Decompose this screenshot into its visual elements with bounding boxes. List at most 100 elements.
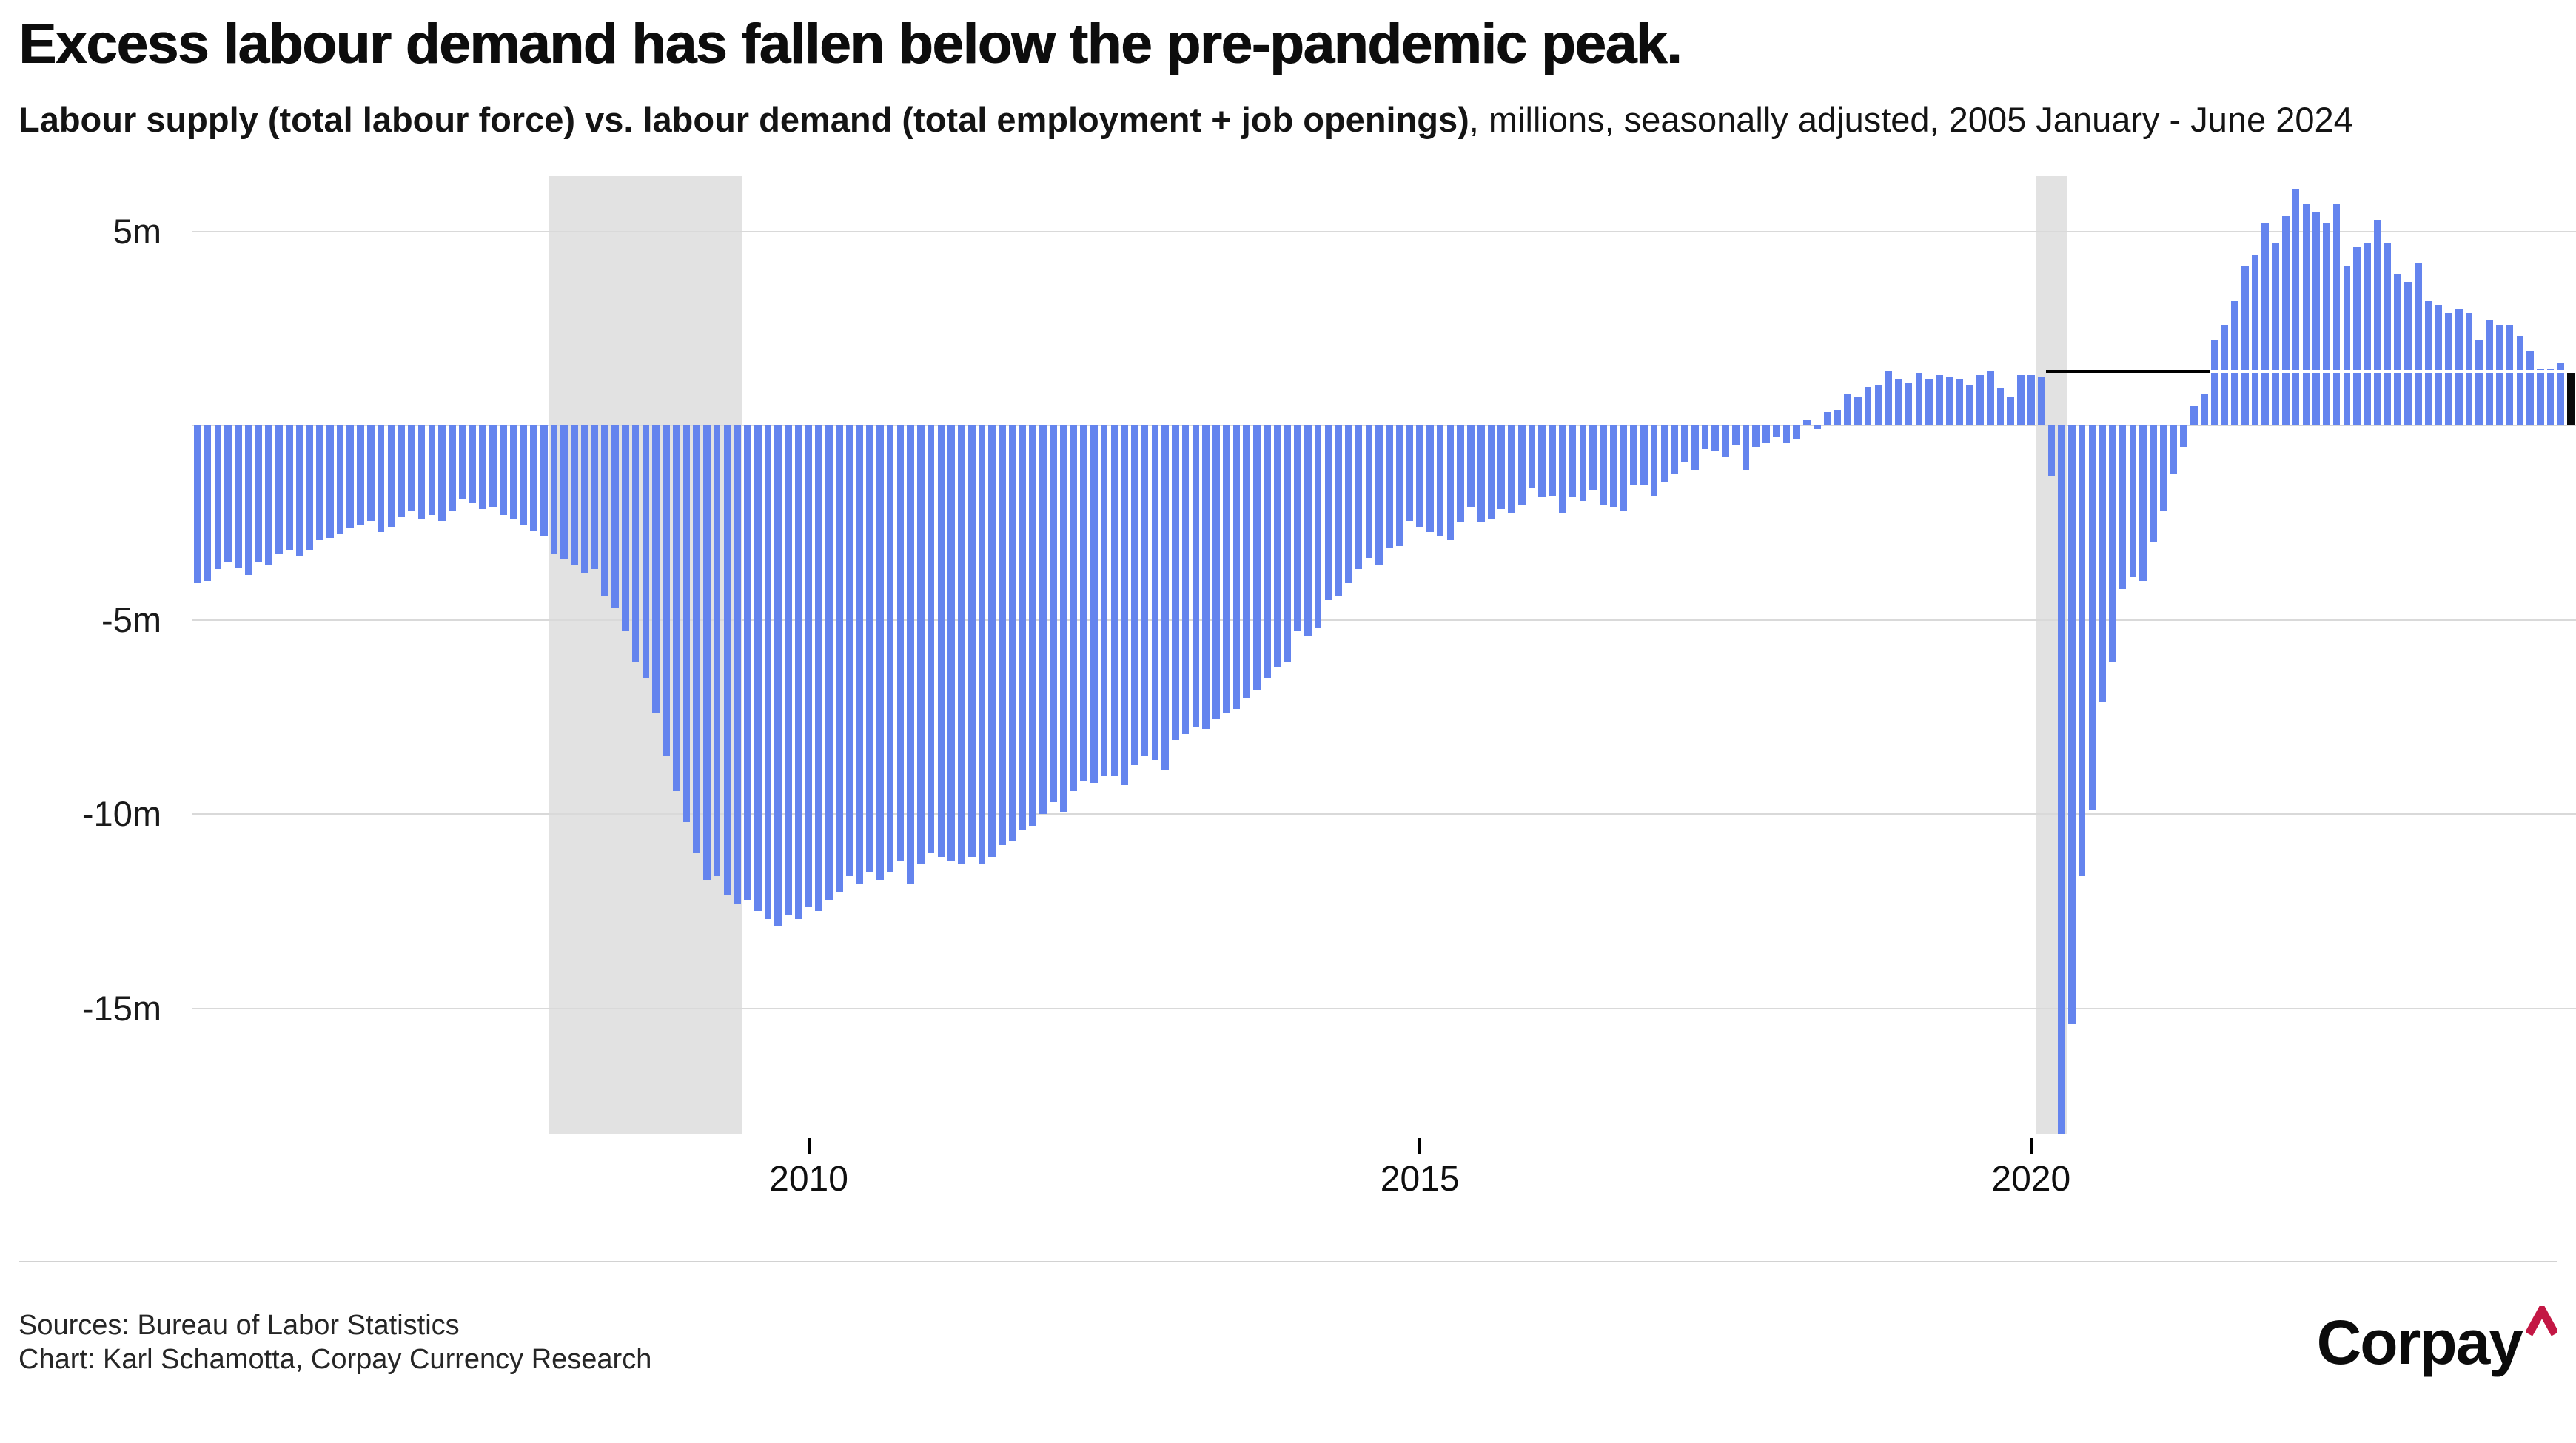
bar-2022-07 [2332, 204, 2341, 426]
corpay-logo: Corpay [2317, 1301, 2559, 1379]
x-tick-label-2010: 2010 [769, 1160, 848, 1199]
y-tick-label--15m: -15m [81, 988, 161, 1028]
bar-2008-06 [611, 426, 619, 608]
bar-2015-10 [1508, 426, 1515, 514]
bar-2018-09 [1864, 386, 1872, 426]
reference-line-black [2046, 369, 2210, 373]
bar-2014-12 [1406, 426, 1414, 521]
bar-2018-04 [1814, 426, 1821, 430]
bar-2020-01 [2027, 374, 2035, 426]
bar-2016-12 [1650, 426, 1658, 496]
plot-area [192, 176, 2576, 1135]
bar-2022-12 [2384, 243, 2392, 426]
bar-2021-08 [2221, 324, 2229, 426]
bar-2017-12 [1772, 426, 1780, 437]
bar-2022-10 [2364, 243, 2371, 426]
bar-2013-06 [1222, 426, 1230, 713]
bar-2016-02 [1549, 426, 1556, 496]
bar-2024-04 [2546, 369, 2555, 426]
bar-2013-02 [1181, 426, 1190, 735]
bar-2010-10 [896, 426, 905, 861]
bar-2014-09 [1375, 426, 1383, 565]
bar-2006-03 [336, 426, 344, 534]
bar-2014-10 [1386, 426, 1393, 548]
bar-2016-09 [1620, 426, 1628, 511]
bar-2012-07 [1110, 426, 1118, 776]
bar-2007-11 [540, 426, 548, 536]
bar-2017-04 [1691, 426, 1699, 471]
bar-2021-11 [2251, 255, 2259, 426]
bar-2006-11 [417, 426, 426, 519]
bar-2006-01 [316, 426, 323, 540]
bar-2021-12 [2261, 223, 2270, 426]
bar-2015-11 [1517, 426, 1526, 505]
bar-2009-12 [794, 426, 802, 919]
bar-2023-04 [2424, 301, 2432, 426]
bar-2009-07 [744, 426, 751, 900]
bar-2022-11 [2373, 219, 2381, 426]
reference-line-white-overlay [2209, 369, 2576, 373]
bar-2022-03 [2292, 188, 2300, 426]
bar-2012-03 [1070, 426, 1078, 791]
bar-2010-08 [876, 426, 884, 881]
bar-2022-01 [2272, 243, 2279, 426]
bar-2005-10 [285, 426, 293, 550]
bar-2017-10 [1752, 426, 1760, 447]
bar-2010-06 [856, 426, 864, 884]
bar-2010-07 [866, 426, 873, 872]
bar-2024-05 [2557, 363, 2565, 426]
bar-2008-04 [591, 426, 599, 570]
bar-2005-08 [265, 426, 272, 565]
bar-2012-06 [1100, 426, 1108, 776]
bar-2012-12 [1161, 426, 1169, 770]
bar-2024-03 [2537, 369, 2544, 426]
bar-2023-01 [2394, 274, 2401, 426]
bar-2017-01 [1660, 426, 1668, 482]
bar-2011-06 [978, 426, 986, 865]
bar-2020-07 [2088, 426, 2096, 810]
bar-2011-08 [999, 426, 1006, 845]
bar-2005-02 [204, 426, 212, 581]
bar-2014-02 [1304, 426, 1312, 636]
bar-2010-02 [815, 426, 823, 912]
bar-2022-08 [2343, 266, 2351, 426]
bar-2008-12 [672, 426, 680, 791]
bar-2013-10 [1263, 426, 1271, 679]
bar-2008-03 [580, 426, 588, 574]
gridline--15m [192, 1007, 2576, 1009]
x-tick-label-2020: 2020 [1991, 1160, 2071, 1199]
bar-2015-07 [1477, 426, 1485, 523]
bar-2009-06 [734, 426, 741, 904]
bar-2008-05 [601, 426, 609, 596]
bar-2014-01 [1294, 426, 1301, 632]
bar-2005-05 [235, 426, 242, 568]
bar-2009-02 [693, 426, 700, 853]
bar-2007-03 [458, 426, 466, 500]
bar-2017-03 [1681, 426, 1688, 462]
bar-2023-12 [2506, 324, 2514, 426]
bar-2006-09 [398, 426, 405, 517]
bar-2005-12 [306, 426, 314, 550]
bar-2014-04 [1324, 426, 1332, 601]
bar-2016-10 [1630, 426, 1637, 486]
subtitle-qualifiers: , millions, seasonally adjusted, 2005 Ja… [1469, 100, 2353, 139]
bar-2010-09 [886, 426, 894, 872]
x-tick-2010 [807, 1138, 811, 1154]
bar-2020-09 [2109, 426, 2116, 663]
bar-2020-12 [2139, 426, 2147, 581]
bar-2015-05 [1457, 426, 1464, 523]
bar-2012-04 [1080, 426, 1087, 781]
bar-2011-01 [927, 426, 935, 853]
bar-2015-03 [1436, 426, 1444, 536]
bar-2006-04 [346, 426, 355, 529]
bar-2018-10 [1874, 384, 1882, 426]
bar-2022-09 [2353, 246, 2361, 426]
subtitle-definition: Labour supply (total labour force) vs. l… [19, 100, 1469, 139]
bar-2011-12 [1039, 426, 1047, 814]
y-tick-label-5m: 5m [113, 211, 161, 251]
bar-2013-04 [1202, 426, 1210, 729]
bar-2020-05 [2068, 426, 2076, 1024]
bar-2010-12 [917, 426, 925, 865]
bar-2023-03 [2414, 262, 2422, 426]
bar-2023-11 [2495, 324, 2503, 426]
